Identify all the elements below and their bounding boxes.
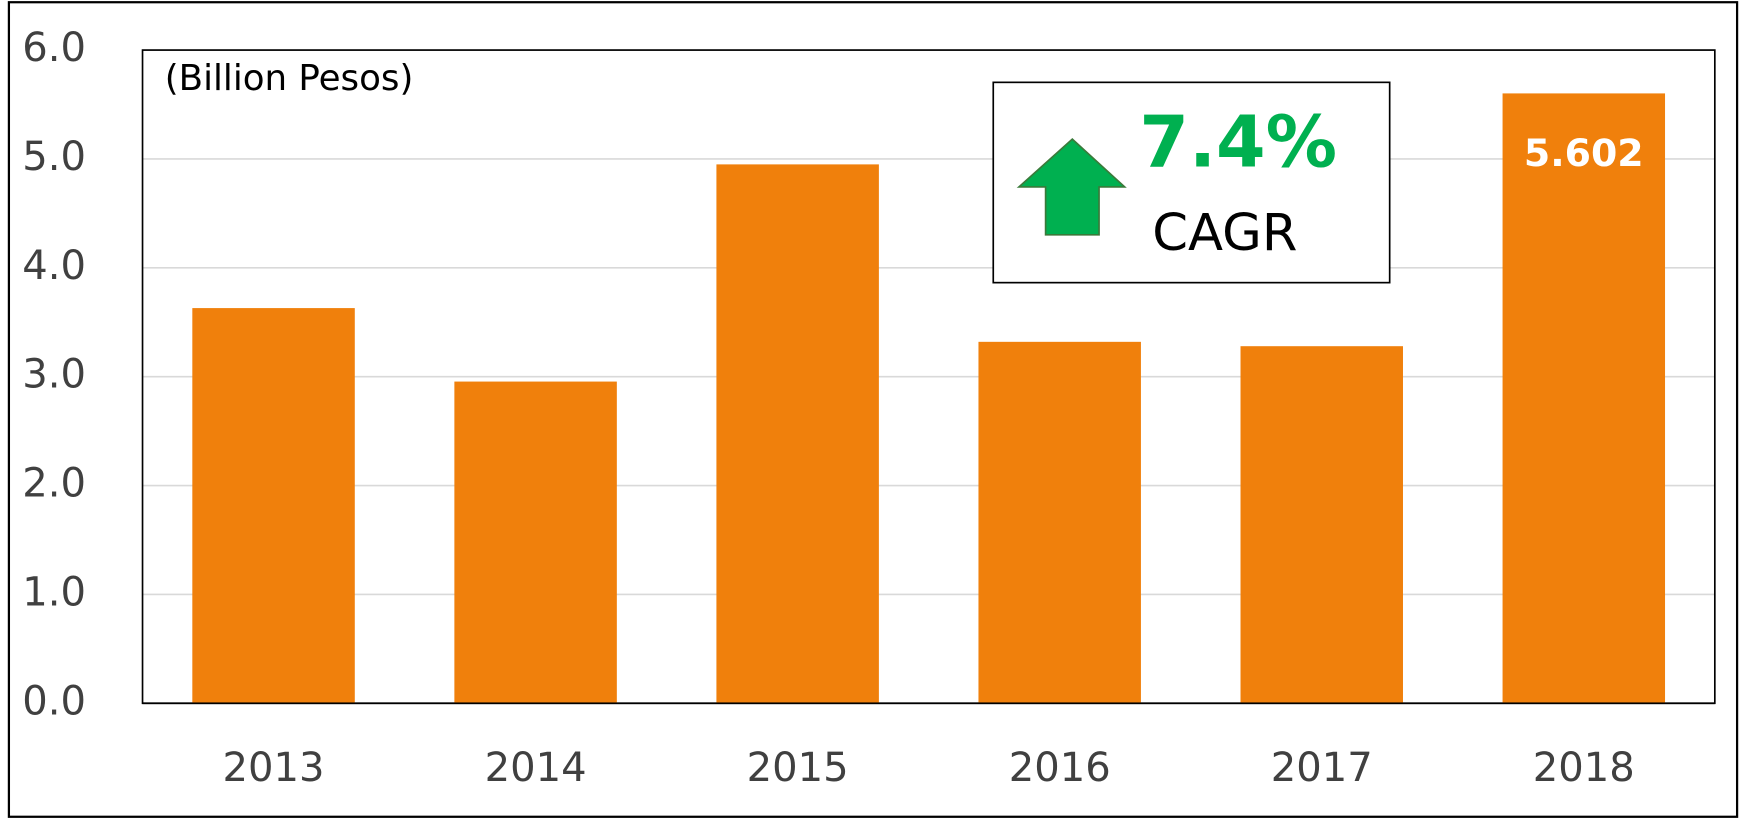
unit-label: (Billion Pesos) — [165, 58, 414, 99]
x-tick-label: 2018 — [1533, 745, 1635, 791]
data-label: 5.602 — [1524, 131, 1644, 175]
bar — [1502, 93, 1666, 704]
cagr-value: 7.4% — [1139, 100, 1337, 183]
x-tick-label: 2017 — [1271, 745, 1373, 791]
x-tick-label: 2013 — [223, 745, 325, 791]
cagr-box: 7.4% CAGR — [992, 81, 1391, 284]
y-tick-label: 3.0 — [22, 352, 86, 398]
cagr-label: CAGR — [1152, 203, 1297, 263]
x-tick-label: 2016 — [1009, 745, 1111, 791]
up-arrow — [1016, 137, 1127, 236]
bar — [454, 381, 617, 704]
bar — [978, 341, 1141, 704]
y-tick-label: 5.0 — [22, 134, 86, 180]
y-tick-label: 2.0 — [22, 461, 86, 507]
y-tick-label: 4.0 — [22, 243, 86, 289]
bar — [192, 308, 355, 704]
bar — [716, 164, 879, 704]
x-tick-label: 2014 — [485, 745, 587, 791]
bar — [1240, 346, 1403, 704]
y-tick-label: 6.0 — [22, 25, 86, 71]
plot-frame — [141, 49, 1716, 705]
y-tick-label: 1.0 — [22, 569, 86, 615]
x-tick-label: 2015 — [747, 745, 849, 791]
y-tick-label: 0.0 — [22, 678, 86, 724]
